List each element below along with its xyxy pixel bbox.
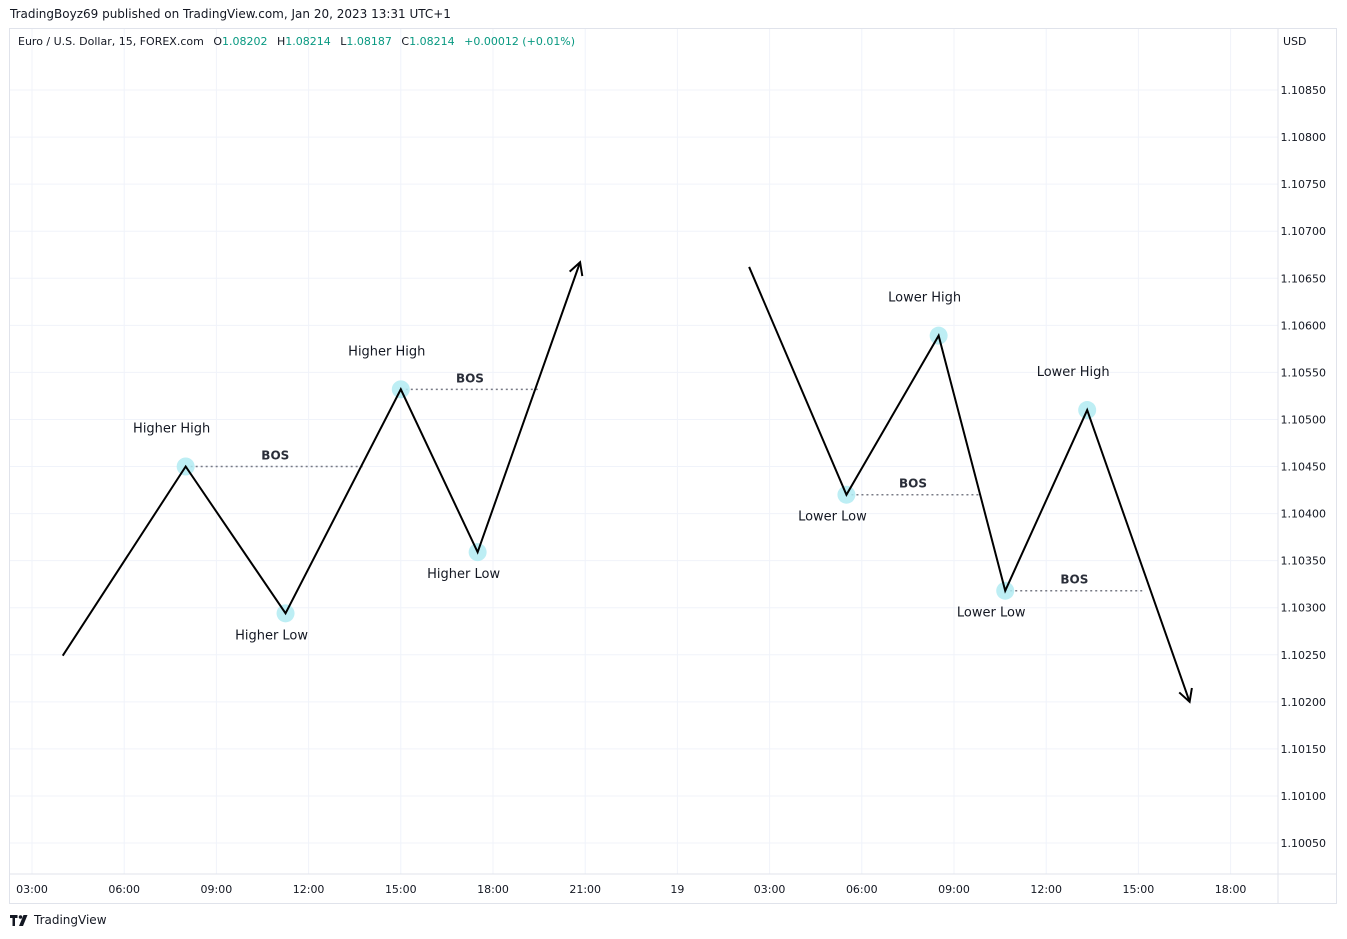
downtrend-line-arrow-icon — [1178, 687, 1193, 704]
time-tick-label: 19 — [670, 883, 684, 896]
footer-brand[interactable]: TradingView — [34, 913, 107, 927]
time-tick-label: 09:00 — [201, 883, 233, 896]
time-tick-label: 15:00 — [1123, 883, 1155, 896]
pivot-label: Higher High — [133, 422, 210, 437]
time-tick-label: 21:00 — [569, 883, 601, 896]
price-tick-label: 1.10450 — [1281, 461, 1327, 474]
time-tick-label: 15:00 — [385, 883, 417, 896]
tradingview-logo-icon[interactable] — [10, 914, 29, 926]
price-tick-label: 1.10300 — [1281, 602, 1327, 615]
pivot-label: Lower High — [1037, 365, 1110, 380]
price-tick-label: 1.10100 — [1281, 790, 1327, 803]
pivot-label: Higher Low — [427, 567, 500, 582]
pivot-label: Lower High — [888, 291, 961, 306]
pivot-label: Higher Low — [235, 628, 308, 643]
price-axis: 1.10850 1.10800 1.10750 1.10700 1.10650 1.106… — [1277, 29, 1327, 903]
low-label: L — [340, 35, 347, 48]
symbol-legend: Euro / U.S. Dollar, 15, FOREX.com O1.082… — [18, 35, 575, 48]
price-tick-label: 1.10650 — [1281, 272, 1327, 285]
bos-label: BOS — [261, 449, 289, 463]
time-tick-label: 09:00 — [938, 883, 970, 896]
currency-label: USD — [1283, 35, 1307, 48]
time-tick-label: 03:00 — [16, 883, 48, 896]
high-value: 1.08214 — [285, 35, 331, 48]
bos-label: BOS — [899, 477, 927, 491]
price-tick-label: 1.10050 — [1281, 837, 1327, 850]
pivot-labels: Higher High Higher Low Higher High Higher L… — [133, 291, 1110, 644]
chart-frame[interactable] — [9, 28, 1337, 904]
price-tick-label: 1.10350 — [1281, 555, 1327, 568]
low-value: 1.08187 — [346, 35, 392, 48]
downtrend-line[interactable] — [748, 266, 1191, 703]
price-tick-label: 1.10850 — [1281, 84, 1327, 97]
pivot-label: Lower Low — [957, 606, 1026, 621]
price-tick-label: 1.10550 — [1281, 366, 1327, 379]
price-tick-label: 1.10500 — [1281, 413, 1327, 426]
symbol-name[interactable]: Euro / U.S. Dollar, 15, FOREX.com — [18, 35, 204, 48]
pivot-label: Lower Low — [798, 510, 867, 525]
publisher-line: TradingBoyz69 published on TradingView.c… — [10, 7, 451, 21]
grid — [10, 29, 1278, 874]
trend-lines — [61, 260, 1193, 704]
price-tick-label: 1.10600 — [1281, 319, 1327, 332]
change-value: +0.00012 (+0.01%) — [464, 35, 576, 48]
time-tick-label: 12:00 — [293, 883, 325, 896]
price-tick-label: 1.10750 — [1281, 178, 1327, 191]
time-tick-label: 12:00 — [1030, 883, 1062, 896]
open-value: 1.08202 — [222, 35, 268, 48]
footer: TradingView — [10, 913, 107, 927]
open-label: O — [213, 35, 222, 48]
uptrend-line[interactable] — [61, 261, 582, 657]
time-tick-label: 18:00 — [1215, 883, 1247, 896]
bos-label: BOS — [1060, 573, 1088, 587]
price-tick-label: 1.10400 — [1281, 508, 1327, 521]
time-tick-label: 18:00 — [477, 883, 509, 896]
close-value: 1.08214 — [409, 35, 455, 48]
high-label: H — [277, 35, 286, 48]
time-tick-label: 03:00 — [754, 883, 786, 896]
price-tick-label: 1.10200 — [1281, 696, 1327, 709]
price-tick-label: 1.10250 — [1281, 649, 1327, 662]
close-label: C — [401, 35, 410, 48]
bos-lines: BOS BOS BOS BOS — [185, 371, 1144, 592]
pivot-markers — [176, 326, 1097, 623]
price-tick-label: 1.10150 — [1281, 743, 1327, 756]
pivot-label: Higher High — [348, 344, 425, 359]
bos-label: BOS — [456, 371, 484, 385]
time-tick-label: 06:00 — [846, 883, 878, 896]
uptrend-line-arrow-icon — [568, 260, 584, 277]
time-tick-label: 06:00 — [108, 883, 140, 896]
price-tick-label: 1.10700 — [1281, 225, 1327, 238]
time-axis: 03:00 06:00 09:00 12:00 15:00 18:00 21:00 19 03:… — [10, 873, 1336, 896]
price-tick-label: 1.10800 — [1281, 131, 1327, 144]
